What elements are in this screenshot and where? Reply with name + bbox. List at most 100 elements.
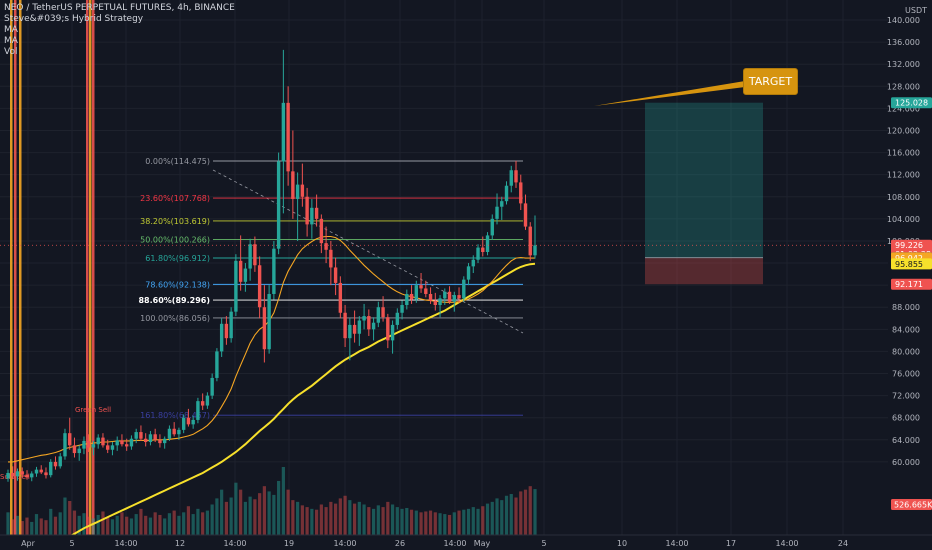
volume-bar bbox=[490, 501, 494, 535]
volume-bar bbox=[438, 513, 442, 535]
volume-bar bbox=[224, 501, 228, 535]
fib-label: 50.00%(100.266) bbox=[140, 235, 210, 244]
time-tick-label: 5 bbox=[69, 539, 74, 548]
candle-body bbox=[120, 440, 124, 445]
candle-body bbox=[158, 439, 162, 444]
volume-bar bbox=[96, 514, 100, 535]
volume-bar bbox=[153, 512, 157, 535]
candle-body bbox=[376, 307, 381, 323]
volume-bar bbox=[91, 518, 96, 535]
time-tick-label: 14:00 bbox=[665, 539, 688, 548]
candle-body bbox=[82, 440, 86, 449]
candle-body bbox=[162, 438, 167, 444]
volume-bar bbox=[381, 507, 385, 535]
price-label-bg bbox=[891, 278, 932, 290]
candle-body bbox=[115, 440, 119, 446]
candle-body bbox=[300, 184, 305, 197]
candle-body bbox=[352, 324, 357, 334]
volume-bar bbox=[68, 501, 72, 535]
profit-zone bbox=[645, 102, 763, 258]
signal-bar bbox=[92, 0, 95, 535]
candle-body bbox=[476, 247, 480, 260]
candle-body bbox=[200, 401, 205, 406]
volume-bar bbox=[338, 498, 342, 535]
fib-label: 78.60%(92.138) bbox=[145, 280, 210, 289]
price-tick-label: 124.000 bbox=[887, 104, 920, 113]
candle-body bbox=[362, 316, 366, 321]
volume-bar bbox=[172, 510, 176, 535]
volume-bar bbox=[319, 504, 323, 535]
candle-body bbox=[319, 218, 324, 244]
candle-body bbox=[500, 201, 504, 207]
candle-body bbox=[395, 312, 400, 325]
candle-body bbox=[276, 161, 281, 249]
volume-bar bbox=[362, 504, 366, 535]
volume-bar bbox=[528, 486, 532, 535]
volume-bar bbox=[343, 495, 347, 535]
grid-lines bbox=[0, 0, 888, 535]
volume-bar bbox=[25, 517, 29, 535]
price-label-bg bbox=[891, 97, 932, 109]
volume-bar bbox=[310, 508, 314, 535]
volume-bar bbox=[53, 516, 58, 535]
candle-body bbox=[386, 317, 390, 341]
time-axis-bg bbox=[0, 535, 932, 550]
volume-bar bbox=[253, 499, 257, 535]
indicator-volume[interactable]: Vol bbox=[4, 47, 18, 57]
price-tick-label: 116.000 bbox=[887, 149, 920, 158]
volume-bar bbox=[106, 517, 110, 535]
volume-bar bbox=[15, 515, 20, 535]
target-label[interactable]: TARGET bbox=[743, 68, 798, 95]
settings-area bbox=[899, 536, 932, 550]
candle-body bbox=[167, 428, 172, 439]
volume-bar bbox=[462, 509, 466, 535]
volume-bar bbox=[63, 497, 67, 535]
candle-body bbox=[257, 265, 262, 308]
volume-bar bbox=[390, 504, 395, 535]
volume-bar bbox=[267, 491, 271, 535]
volume-bar bbox=[352, 503, 357, 535]
price-tick-label: 108.000 bbox=[887, 193, 920, 202]
volume-bar bbox=[419, 512, 423, 535]
candle-body bbox=[224, 323, 229, 339]
candle-body bbox=[357, 320, 362, 334]
candle-body bbox=[533, 245, 537, 256]
volume-bar bbox=[158, 514, 162, 535]
currency-label: USDT bbox=[905, 6, 927, 15]
volume-bar bbox=[11, 519, 15, 535]
volume-bar bbox=[533, 489, 537, 535]
candle-body bbox=[129, 438, 134, 447]
indicator-ma-1[interactable]: MA bbox=[4, 25, 18, 35]
candle-body bbox=[77, 448, 81, 454]
volume-bar bbox=[376, 505, 380, 535]
candle-body bbox=[219, 323, 224, 352]
candle-body bbox=[172, 428, 176, 435]
volume-bar bbox=[229, 497, 233, 535]
indicator-strategy[interactable]: Steve&#039;s Hybrid Strategy bbox=[4, 14, 144, 24]
volume-bar bbox=[286, 489, 290, 535]
fib-label: 23.60%(107.768) bbox=[140, 194, 210, 203]
candle-body bbox=[333, 267, 338, 283]
signal-bar bbox=[19, 0, 22, 535]
indicator-ma-2[interactable]: MA bbox=[4, 36, 18, 46]
candle-body bbox=[205, 395, 210, 406]
candle-body bbox=[471, 259, 475, 267]
candle-body bbox=[424, 288, 428, 294]
candle-body bbox=[523, 203, 528, 227]
candle-body bbox=[6, 472, 10, 479]
candle-body bbox=[248, 244, 252, 269]
ma-fast-line bbox=[8, 235, 535, 463]
volume-bar bbox=[400, 508, 404, 535]
volume-bar bbox=[220, 489, 224, 535]
candle-body bbox=[134, 432, 138, 439]
fib-label: 38.20%(103.619) bbox=[140, 217, 210, 226]
price-tick-label: 64.000 bbox=[892, 436, 920, 445]
volume-bar bbox=[205, 510, 210, 535]
price-label: 125.028 bbox=[895, 99, 928, 108]
volume-bar bbox=[196, 508, 200, 535]
time-tick-label: Apr bbox=[21, 539, 36, 548]
candle-body bbox=[253, 244, 257, 266]
volume-bar bbox=[239, 489, 243, 535]
candle-body bbox=[405, 293, 409, 306]
